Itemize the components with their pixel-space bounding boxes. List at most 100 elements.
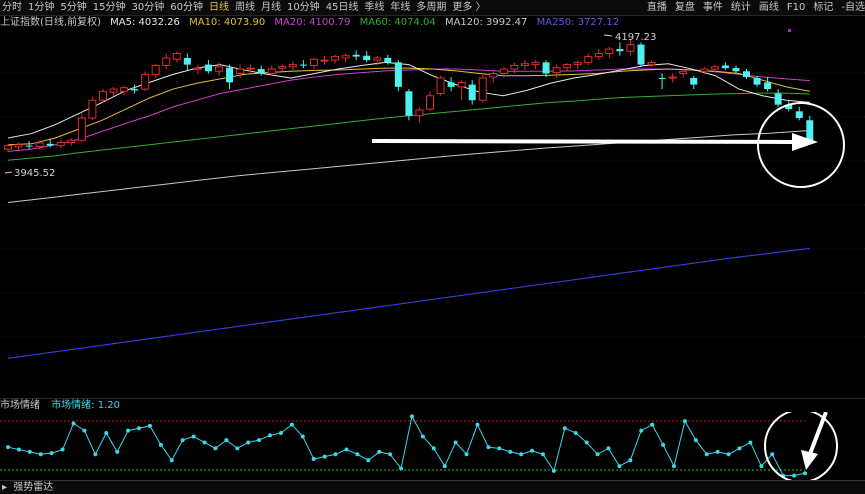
tool-0[interactable]: 直播 — [646, 2, 667, 13]
tab-3[interactable]: 15分钟 — [92, 2, 126, 13]
candle-body — [743, 71, 750, 78]
tab-13[interactable]: 多周期 — [416, 2, 447, 13]
radar-label[interactable]: 强势雷达 — [13, 482, 54, 493]
ma60-label: MA60: 4074.04 — [359, 17, 436, 28]
candle-body — [542, 62, 550, 74]
candle-body — [426, 95, 434, 110]
tab-8[interactable]: 月线 — [260, 2, 281, 13]
support-arrow — [371, 139, 796, 144]
sentiment-point — [639, 428, 644, 433]
candle-body — [288, 64, 297, 68]
sentiment-point — [475, 422, 480, 427]
candle-body — [668, 76, 677, 79]
indicator-arrow-head — [801, 450, 818, 470]
sentiment-point — [268, 433, 273, 438]
sentiment-point — [104, 430, 109, 435]
sentiment-point — [442, 464, 447, 469]
tool-3[interactable]: 统计 — [730, 2, 751, 13]
candle-body — [204, 64, 212, 72]
low-price-label: 3945.52 — [14, 168, 55, 179]
sentiment-point — [289, 422, 294, 427]
candle-body — [25, 145, 33, 147]
tab-9[interactable]: 10分钟 — [286, 2, 320, 13]
sentiment-point — [792, 473, 797, 478]
candle-body — [88, 99, 97, 119]
sentiment-point — [770, 452, 775, 457]
sentiment-point — [158, 442, 163, 447]
sentiment-point — [562, 426, 567, 431]
candle-body — [14, 144, 23, 148]
candle-body — [510, 64, 519, 70]
sentiment-point — [246, 440, 251, 445]
tool-5[interactable]: F10 — [786, 2, 806, 13]
tab-0[interactable]: 分时 — [2, 2, 22, 13]
tab-10[interactable]: 45日线 — [325, 2, 359, 13]
candle-body — [267, 68, 276, 74]
sentiment-point — [60, 447, 65, 452]
tool-2[interactable]: 事件 — [702, 2, 723, 13]
sentiment-point — [355, 452, 360, 457]
candle-body — [151, 64, 160, 75]
sentiment-point — [49, 451, 54, 456]
candle-body — [98, 90, 107, 101]
sentiment-point — [606, 446, 611, 451]
kline-chart[interactable]: 4197.23 3945.52 — [0, 29, 865, 397]
tab-5[interactable]: 60分钟 — [170, 2, 203, 13]
sentiment-point — [737, 446, 742, 451]
collapse-icon[interactable]: ▸ — [2, 482, 8, 493]
candle-body — [679, 70, 688, 75]
candle-body — [700, 68, 709, 72]
candle-body — [626, 44, 635, 52]
candle-body — [109, 88, 118, 93]
candle-body — [584, 56, 593, 63]
candle-body — [172, 52, 181, 60]
tool-4[interactable]: 画线 — [758, 2, 779, 13]
candle-body — [478, 77, 487, 101]
tool-1[interactable]: 复盘 — [674, 2, 695, 13]
sentiment-point — [715, 449, 720, 454]
indicator-highlight-circle — [764, 412, 838, 480]
indicator-name[interactable]: 市场情绪 — [0, 400, 40, 411]
ma5-label: MA5: 4032.26 — [110, 17, 180, 28]
sentiment-point — [16, 447, 21, 452]
tab-6[interactable]: 日线 — [208, 2, 229, 13]
ma250-label: MA250: 3727.12 — [536, 17, 620, 28]
candle-body — [236, 68, 245, 74]
high-price-label: 4197.23 — [615, 32, 656, 43]
candle-body — [605, 48, 614, 54]
candle-body — [4, 145, 12, 150]
candle-body — [352, 54, 360, 57]
tab-4[interactable]: 30分钟 — [131, 2, 165, 13]
candle-body — [647, 61, 656, 66]
tab-14[interactable]: 更多 〉 — [452, 2, 486, 13]
bottom-panel: ▸ 强势雷达 — [0, 480, 865, 494]
tab-11[interactable]: 季线 — [364, 2, 385, 13]
tool-6[interactable]: 标记 — [813, 2, 834, 13]
tab-7[interactable]: 周线 — [234, 2, 255, 13]
candle-body — [226, 67, 234, 83]
sentiment-point — [169, 458, 174, 463]
candle-body — [299, 64, 307, 66]
tab-2[interactable]: 5分钟 — [60, 2, 87, 13]
sentiment-point — [344, 447, 349, 452]
candle-body — [246, 67, 255, 70]
candle-body — [131, 89, 139, 91]
candle-body — [331, 56, 340, 61]
candle-body — [193, 67, 202, 70]
tab-1[interactable]: 1分钟 — [28, 2, 55, 13]
candle-body — [489, 73, 498, 78]
sentiment-point — [420, 434, 425, 439]
tool-7[interactable]: -自选 — [841, 2, 865, 13]
sentiment-point — [366, 458, 371, 463]
support-arrow-head — [792, 133, 818, 151]
candle-body — [162, 57, 171, 66]
sentiment-chart[interactable] — [0, 412, 865, 480]
event-marker[interactable] — [788, 29, 791, 32]
candle-body — [405, 91, 413, 116]
sentiment-point — [748, 440, 753, 445]
candle-body — [563, 64, 572, 69]
tab-12[interactable]: 年线 — [390, 2, 411, 13]
sentiment-point — [693, 438, 698, 443]
sentiment-point — [497, 446, 502, 451]
index-name-label[interactable]: 上证指数(日线,前复权) — [0, 17, 101, 28]
